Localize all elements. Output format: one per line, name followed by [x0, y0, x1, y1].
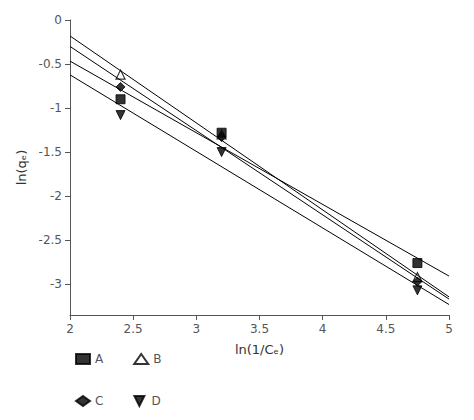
svg-text:2.5: 2.5 — [124, 322, 143, 336]
svg-text:3.5: 3.5 — [250, 322, 269, 336]
svg-text:4: 4 — [319, 322, 327, 336]
svg-text:2: 2 — [66, 322, 74, 336]
svg-text:-0.5: -0.5 — [39, 57, 62, 71]
svg-text:A: A — [95, 352, 104, 366]
svg-text:-2: -2 — [50, 189, 62, 203]
svg-text:5: 5 — [445, 322, 453, 336]
svg-text:-2.5: -2.5 — [39, 233, 62, 247]
svg-text:-1: -1 — [50, 101, 62, 115]
svg-text:B: B — [153, 352, 161, 366]
svg-text:ln(1/Cₑ): ln(1/Cₑ) — [235, 342, 284, 357]
svg-text:C: C — [95, 394, 103, 408]
svg-text:3: 3 — [193, 322, 201, 336]
svg-text:-1.5: -1.5 — [39, 145, 62, 159]
svg-text:D: D — [151, 394, 160, 408]
svg-text:ln(qₑ): ln(qₑ) — [14, 150, 29, 186]
svg-text:4.5: 4.5 — [376, 322, 395, 336]
svg-text:-3: -3 — [50, 277, 62, 291]
svg-text:0: 0 — [54, 13, 62, 27]
